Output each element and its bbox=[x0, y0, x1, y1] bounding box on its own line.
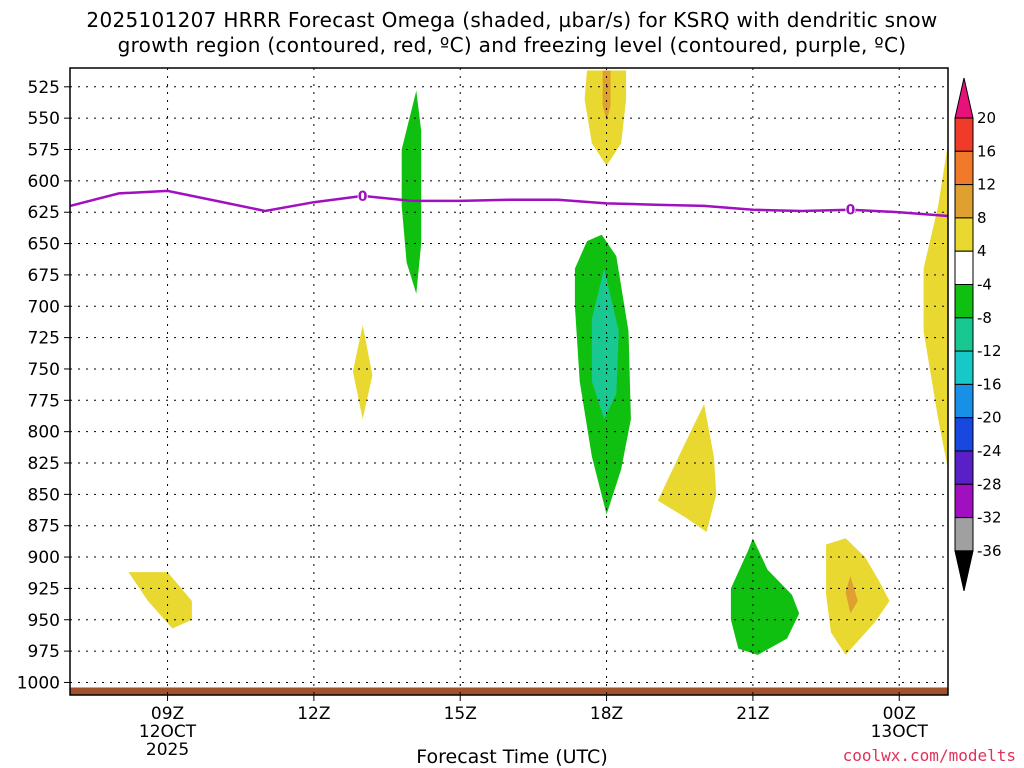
colorbar-label--12: -12 bbox=[977, 342, 1002, 360]
colorbar-segment--32 bbox=[954, 517, 974, 552]
y-tick-label-700: 700 bbox=[28, 297, 60, 317]
y-tick-label-825: 825 bbox=[28, 454, 60, 474]
surface-band bbox=[70, 687, 948, 695]
colorbar-segment-16 bbox=[954, 150, 974, 186]
plot-frame bbox=[69, 67, 949, 696]
y-tick-label-875: 875 bbox=[28, 517, 60, 537]
colorbar-label-8: 8 bbox=[977, 209, 987, 227]
colorbar-label--36: -36 bbox=[977, 542, 1002, 560]
sinking-09Z-yellow bbox=[128, 572, 192, 629]
y-tick-label-975: 975 bbox=[28, 642, 60, 662]
surface-band-layer bbox=[70, 687, 948, 695]
y-tick-label-600: 600 bbox=[28, 172, 60, 192]
colorbar-label--28: -28 bbox=[977, 475, 1002, 493]
colorbar-label--24: -24 bbox=[977, 442, 1002, 460]
colorbar: 20 16 12 8 4 -4 -8 -12 -16 -20 -24 -28 -32 -36 bbox=[954, 77, 1002, 592]
colorbar-label--16: -16 bbox=[977, 375, 1002, 393]
sinking-23Z-yellow bbox=[826, 538, 890, 655]
colorbar-label-12: 12 bbox=[977, 176, 996, 194]
chart-title: 2025101207 HRRR Forecast Omega (shaded, … bbox=[0, 8, 1024, 58]
x-tick-label-09Z: 09Z bbox=[151, 704, 184, 724]
freezing-level-layer: 00 bbox=[69, 186, 949, 219]
x-tick-label-00Z: 00Z bbox=[883, 704, 916, 724]
x-tick-label-12Z: 12Z bbox=[297, 704, 330, 724]
y-tick-label-850: 850 bbox=[28, 485, 60, 505]
sinking-20Z-yellow bbox=[657, 404, 717, 532]
y-tick-label-575: 575 bbox=[28, 141, 60, 161]
y-tick-label-925: 925 bbox=[28, 579, 60, 599]
colorbar-label-20: 20 bbox=[977, 109, 996, 127]
x-tick-label-21Z: 21Z bbox=[736, 704, 769, 724]
sinking-18Z-top-orange bbox=[602, 70, 611, 121]
colorbar-arrow-top bbox=[954, 77, 974, 119]
y-tick-label-950: 950 bbox=[28, 611, 60, 631]
freezing-level-label: 0 bbox=[358, 189, 368, 205]
freezing-label-bg-0 bbox=[357, 186, 368, 203]
y-tick-label-750: 750 bbox=[28, 360, 60, 380]
chart-title-line-2: growth region (contoured, red, ºC) and f… bbox=[117, 33, 907, 57]
colorbar-segment-20 bbox=[954, 117, 974, 152]
x-tick-label-2025: 2025 bbox=[146, 740, 189, 760]
x-tick-label-18Z: 18Z bbox=[590, 704, 623, 724]
colorbar-arrow-bottom bbox=[954, 550, 974, 592]
x-tick-label-13OCT: 13OCT bbox=[871, 722, 929, 742]
y-tick-label-550: 550 bbox=[28, 109, 60, 129]
credit-text: coolwx.com/modelts bbox=[842, 746, 1016, 765]
colorbar-label--4: -4 bbox=[977, 276, 992, 294]
colorbar-label--8: -8 bbox=[977, 309, 992, 327]
x-axis-label: Forecast Time (UTC) bbox=[416, 746, 608, 768]
colorbar-segment--16 bbox=[954, 383, 974, 419]
colorbar-label-4: 4 bbox=[977, 242, 987, 260]
x-tick-label-12OCT: 12OCT bbox=[139, 722, 197, 742]
y-axis-ticks: 525 550 575 600 625 650 675 700 725 750 775 800 825 8… bbox=[17, 78, 70, 693]
colorbar-segment-4 bbox=[954, 250, 974, 285]
y-tick-label-725: 725 bbox=[28, 329, 60, 349]
colorbar-label-16: 16 bbox=[977, 142, 996, 160]
colorbar-label--32: -32 bbox=[977, 509, 1002, 527]
colorbar-segment--8 bbox=[954, 317, 974, 352]
y-tick-label-900: 900 bbox=[28, 548, 60, 568]
colorbar-segment-12 bbox=[954, 184, 974, 219]
y-tick-label-675: 675 bbox=[28, 266, 60, 286]
sinking-13Z-yellow bbox=[352, 325, 373, 420]
upward-motion-1413Z-green bbox=[401, 90, 422, 294]
colorbar-segment--28 bbox=[954, 483, 974, 519]
chart-title-line-1: 2025101207 HRRR Forecast Omega (shaded, … bbox=[86, 8, 938, 32]
colorbar-label--20: -20 bbox=[977, 409, 1002, 427]
shaded-regions-layer bbox=[128, 70, 948, 655]
colorbar-segment--20 bbox=[954, 417, 974, 452]
y-tick-label-650: 650 bbox=[28, 235, 60, 255]
sinking-23Z-orange bbox=[845, 575, 858, 614]
freezing-level-line bbox=[69, 189, 949, 218]
grid-layer bbox=[70, 68, 948, 695]
y-tick-label-775: 775 bbox=[28, 391, 60, 411]
freezing-level-label: 0 bbox=[846, 203, 856, 219]
y-tick-label-800: 800 bbox=[28, 423, 60, 443]
y-tick-label-525: 525 bbox=[28, 78, 60, 98]
colorbar-segment--12 bbox=[954, 350, 974, 385]
colorbar-segment--4 bbox=[954, 284, 974, 319]
colorbar-segment-8 bbox=[954, 217, 974, 252]
y-tick-label-1000: 1000 bbox=[17, 673, 60, 693]
y-tick-label-625: 625 bbox=[28, 203, 60, 223]
sinking-18Z-top-yellow bbox=[584, 70, 627, 166]
freezing-label-bg-1 bbox=[845, 200, 856, 217]
colorbar-segment--24 bbox=[954, 450, 974, 485]
x-tick-label-15Z: 15Z bbox=[444, 704, 477, 724]
upward-motion-21Z-green bbox=[730, 538, 800, 655]
